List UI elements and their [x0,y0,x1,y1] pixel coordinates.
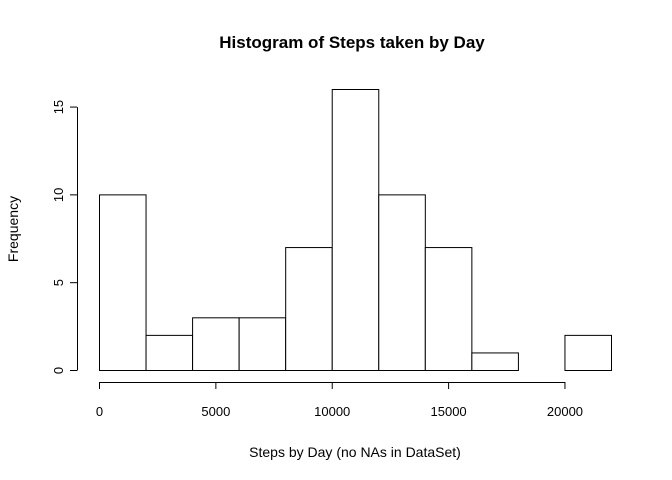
x-tick-label: 0 [96,404,103,419]
y-tick-label: 15 [51,100,66,114]
histogram-bar [285,247,333,371]
histogram-bar [471,352,519,371]
x-tick-label: 20000 [547,404,583,419]
histogram-bar [424,247,473,371]
histogram-bar [145,334,194,371]
histogram-bar [331,89,380,371]
histogram-bar [564,334,612,371]
x-tick-label: 15000 [431,404,467,419]
y-tick-label: 5 [51,279,66,286]
histogram-bar [378,194,426,371]
x-axis-label: Steps by Day (no NAs in DataSet) [249,444,461,460]
y-axis: 0 5 10 15 [51,100,78,374]
y-tick-label: 0 [51,367,66,374]
y-axis-label: Frequency [5,196,21,262]
histogram-bar [192,317,240,371]
histogram-bar [99,194,147,371]
x-axis: 0 5000 10000 15000 20000 [96,382,583,419]
y-tick-label: 10 [51,188,66,202]
chart-title: Histogram of Steps taken by Day [219,33,485,52]
x-tick-label: 10000 [314,404,350,419]
histogram-bar [238,317,287,371]
bars-group [99,89,612,371]
x-tick-label: 5000 [201,404,230,419]
